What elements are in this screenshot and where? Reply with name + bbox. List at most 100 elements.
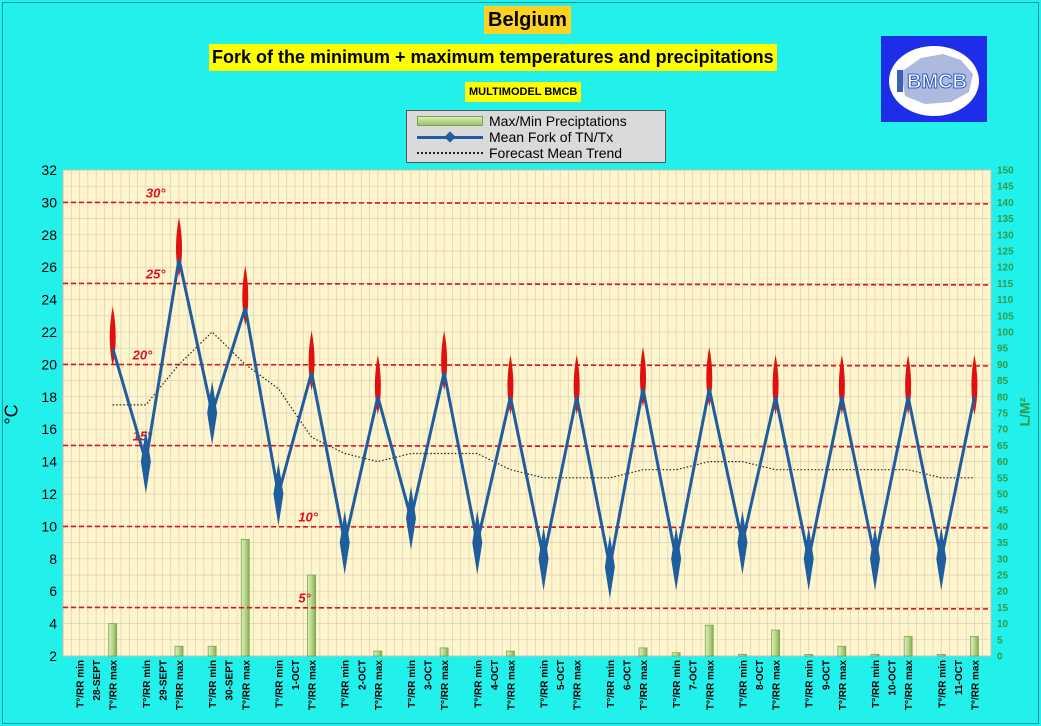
- x-tick-group: T°/RR min: [606, 660, 617, 708]
- precip-bar: [307, 574, 316, 657]
- y2-tick-label: 145: [997, 182, 1014, 193]
- x-category-label: T°/RR min: [937, 660, 948, 708]
- min-diamond-marker: [207, 381, 218, 445]
- x-date-label: 5-OCT: [556, 660, 567, 690]
- y2-tick-label: 125: [997, 247, 1014, 258]
- y-tick-label: 22: [41, 324, 57, 340]
- x-category-label: T°/RR max: [175, 660, 186, 711]
- min-diamond-marker: [936, 526, 947, 591]
- legend-label-trend: Forecast Mean Trend: [489, 144, 623, 161]
- x-tick-group: T°/RR max: [374, 660, 385, 711]
- x-date-group: 28-SEPT: [92, 660, 103, 701]
- x-tick-group: T°/RR max: [175, 660, 186, 711]
- y-tick-label: 26: [41, 259, 57, 275]
- y2-tick-label: 50: [997, 490, 1009, 501]
- x-tick-group: T°/RR max: [241, 660, 252, 711]
- y2-tick-label: 100: [997, 328, 1014, 339]
- x-date-label: 11-OCT: [954, 660, 965, 695]
- x-category-label: T°/RR max: [109, 660, 120, 711]
- x-date-group: 30-SEPT: [225, 660, 236, 701]
- x-category-label: T°/RR min: [407, 660, 418, 708]
- x-category-label: T°/RR min: [540, 660, 551, 708]
- y2-tick-label: 130: [997, 230, 1014, 241]
- y2-tick-label: 0: [997, 652, 1003, 663]
- y2-tick-label: 45: [997, 506, 1009, 517]
- x-tick-group: T°/RR min: [341, 660, 352, 708]
- min-diamond-marker: [671, 526, 682, 591]
- x-date-label: 9-OCT: [821, 660, 832, 690]
- x-date-label: 10-OCT: [888, 660, 899, 696]
- chart-legend: Max/Min Preciptations Mean Fork of TN/Tx…: [406, 110, 666, 163]
- x-category-label: T°/RR max: [639, 660, 650, 711]
- chart-title: Belgium: [484, 6, 571, 34]
- y-tick-label: 2: [49, 648, 57, 664]
- x-date-group: 9-OCT: [821, 660, 832, 690]
- x-category-label: T°/RR max: [241, 660, 252, 711]
- precip-bar: [738, 653, 747, 657]
- y2-tick-label: 105: [997, 311, 1014, 322]
- min-diamond-marker: [406, 486, 416, 551]
- model-label: MULTIMODEL BMCB: [465, 82, 582, 102]
- y-tick-label: 10: [41, 518, 57, 534]
- threshold-label: 25°: [145, 266, 166, 281]
- legend-line-swatch: [417, 130, 483, 144]
- x-category-label: T°/RR min: [606, 660, 617, 708]
- x-date-group: 29-SEPT: [158, 660, 169, 701]
- x-category-label: T°/RR max: [772, 660, 783, 711]
- y2-tick-label: 5: [997, 635, 1003, 646]
- y2-tick-label: 55: [997, 473, 1009, 484]
- precip-bar: [373, 650, 383, 657]
- x-date-group: 7-OCT: [689, 660, 700, 690]
- precip-bar: [936, 653, 946, 657]
- y-tick-label: 8: [49, 551, 57, 567]
- y2-tick-label: 25: [997, 571, 1009, 582]
- x-category-label: T°/RR max: [374, 660, 385, 711]
- y2-tick-label: 140: [997, 198, 1014, 209]
- x-tick-group: T°/RR max: [772, 660, 783, 711]
- x-tick-group: T°/RR max: [573, 660, 584, 711]
- y-tick-label: 16: [41, 421, 57, 437]
- x-date-label: 30-SEPT: [225, 660, 236, 701]
- x-category-label: T°/RR max: [904, 660, 915, 711]
- precip-bar: [704, 624, 714, 657]
- x-date-label: 28-SEPT: [92, 660, 103, 701]
- precip-bar: [108, 623, 118, 657]
- x-date-label: 4-OCT: [490, 660, 501, 690]
- x-category-label: T°/RR min: [738, 660, 749, 708]
- x-date-group: 10-OCT: [888, 660, 899, 696]
- x-tick-group: T°/RR max: [109, 660, 120, 711]
- x-category-label: T°/RR min: [142, 660, 153, 708]
- threshold-line: [62, 363, 992, 367]
- x-date-label: 3-OCT: [424, 660, 435, 690]
- y2-tick-label: 120: [997, 263, 1014, 274]
- y2-tick-label: 10: [997, 619, 1009, 630]
- x-tick-group: T°/RR min: [76, 660, 87, 708]
- x-category-label: T°/RR max: [970, 660, 981, 711]
- legend-label-precip: Max/Min Preciptations: [489, 112, 627, 129]
- threshold-line: [62, 606, 992, 610]
- y2-tick-label: 60: [997, 457, 1009, 468]
- y2-tick-label: 35: [997, 538, 1009, 549]
- y-tick-label: 4: [49, 616, 57, 632]
- y-tick-label: 32: [41, 162, 57, 178]
- y-tick-label: 6: [49, 583, 57, 599]
- x-tick-group: T°/RR min: [407, 660, 418, 708]
- x-tick-group: T°/RR min: [142, 660, 153, 708]
- x-category-label: T°/RR max: [440, 660, 451, 711]
- threshold-label: 20°: [132, 347, 153, 362]
- y2-tick-label: 115: [997, 279, 1014, 290]
- x-category-label: T°/RR min: [871, 660, 882, 708]
- y2-tick-label: 65: [997, 441, 1009, 452]
- x-tick-group: T°/RR max: [440, 660, 451, 711]
- min-diamond-marker: [604, 534, 615, 599]
- y2-tick-label: 20: [997, 587, 1009, 598]
- threshold-label: 5°: [298, 590, 311, 605]
- x-tick-group: T°/RR max: [705, 660, 716, 711]
- x-date-group: 3-OCT: [424, 660, 435, 690]
- logo-graphic: BMCB: [889, 46, 979, 116]
- x-category-label: T°/RR min: [341, 660, 352, 708]
- x-category-label: T°/RR max: [308, 660, 319, 711]
- y-tick-label: 24: [41, 292, 57, 308]
- min-diamond-marker: [803, 526, 814, 591]
